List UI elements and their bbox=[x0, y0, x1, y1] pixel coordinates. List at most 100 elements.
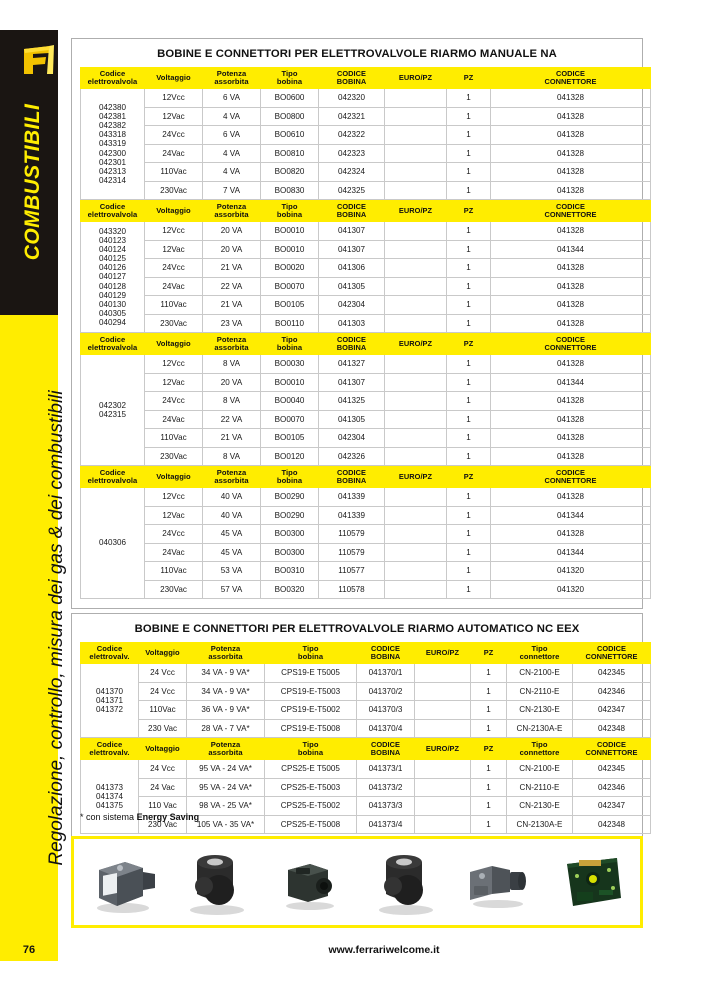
manual-tables-container: Codice elettrovalvola Voltaggio Potenza asso… bbox=[72, 67, 651, 608]
cell-codice_conn: 042346 bbox=[572, 777, 651, 797]
table-row: 24Vcc 8 VA BO0040 041325 1 041328 bbox=[81, 391, 651, 411]
cell-pz: 1 bbox=[446, 505, 491, 525]
cell-codice_bobina: 110579 bbox=[318, 542, 385, 562]
cell-codice_conn: 041328 bbox=[490, 180, 651, 200]
cell-potenza: 23 VA bbox=[202, 313, 261, 333]
table-row: 12Vac 40 VA BO0290 041339 1 041344 bbox=[81, 505, 651, 525]
cell-codice_conn: 042346 bbox=[572, 681, 651, 701]
table-row: 230 Vac 28 VA - 7 VA* CPS19-E-T5008 041370/… bbox=[81, 718, 651, 738]
cell-tipo: BO0310 bbox=[260, 561, 319, 581]
cell-voltaggio: 12Vac bbox=[144, 372, 203, 392]
footnote: * con sistema Energy Saving bbox=[80, 812, 199, 822]
cell-euro bbox=[384, 106, 447, 126]
cell-euro bbox=[414, 700, 471, 720]
cell-euro bbox=[384, 143, 447, 163]
cell-codice_conn: 041328 bbox=[490, 409, 651, 429]
cell-codice_conn: 041328 bbox=[490, 125, 651, 145]
cell-euro bbox=[384, 542, 447, 562]
cell-euro bbox=[384, 505, 447, 525]
cell-pz: 1 bbox=[470, 777, 507, 797]
cell-euro bbox=[414, 718, 471, 738]
cell-tipo: BO0830 bbox=[260, 180, 319, 200]
cell-tipo_conn: CN-2100-E bbox=[506, 663, 573, 683]
cell-tipo_conn: CN-2100-E bbox=[506, 759, 573, 779]
column-header: Voltaggio bbox=[138, 738, 187, 760]
cell-pz: 1 bbox=[446, 180, 491, 200]
cell-potenza: 28 VA - 7 VA* bbox=[186, 718, 265, 738]
cell-potenza: 20 VA bbox=[202, 239, 261, 259]
column-header: Tipo connettore bbox=[506, 642, 573, 664]
cell-voltaggio: 110Vac bbox=[144, 295, 203, 315]
column-header: PZ bbox=[470, 642, 507, 664]
cell-pz: 1 bbox=[446, 106, 491, 126]
cell-pz: 1 bbox=[470, 663, 507, 683]
cell-voltaggio: 110Vac bbox=[144, 162, 203, 182]
cell-codice_conn: 041344 bbox=[490, 505, 651, 525]
table-header-row: Codice elettrovalvola Voltaggio Potenza asso… bbox=[80, 466, 651, 488]
cell-codice_bobina: 042323 bbox=[318, 143, 385, 163]
cell-tipo_conn: CN-2110-E bbox=[506, 777, 573, 797]
cell-euro bbox=[384, 409, 447, 429]
cell-pz: 1 bbox=[470, 814, 507, 834]
data-table-block: Codice elettrovalv. Voltaggio Potenza assorb… bbox=[80, 738, 651, 834]
cell-euro bbox=[414, 681, 471, 701]
column-header: CODICE CONNETTORE bbox=[572, 738, 651, 760]
cell-potenza: 6 VA bbox=[202, 88, 261, 108]
cell-voltaggio: 24Vac bbox=[144, 276, 203, 296]
column-header: Tipo bobina bbox=[260, 466, 319, 488]
cell-codice_bobina: 110578 bbox=[318, 579, 385, 599]
table-row: 040306 12Vcc 40 VA BO0290 041339 1 041328 bbox=[80, 487, 651, 599]
ferrari-f-logo bbox=[24, 45, 54, 74]
cell-codice_conn: 042348 bbox=[572, 814, 651, 834]
cell-codice_conn: 041328 bbox=[490, 258, 651, 278]
column-header: Potenza assorbita bbox=[202, 200, 261, 222]
cell-pz: 1 bbox=[470, 759, 507, 779]
column-header: Tipo bobina bbox=[264, 738, 357, 760]
cell-voltaggio: 230 Vac bbox=[138, 718, 187, 738]
cell-potenza: 40 VA bbox=[202, 505, 261, 525]
column-header: PZ bbox=[470, 738, 507, 760]
cell-euro bbox=[384, 162, 447, 182]
table-row: 230Vac 23 VA BO0110 041303 1 041328 bbox=[81, 313, 651, 333]
column-header: Tipo bobina bbox=[260, 200, 319, 222]
cell-codice_conn: 041328 bbox=[490, 446, 651, 466]
cell-codice-elettrovalvola: 043320 040123 040124 040125 040126 04012… bbox=[80, 221, 145, 333]
cell-codice_bobina: 041370/2 bbox=[356, 681, 415, 701]
column-header: Potenza assorbita bbox=[202, 466, 261, 488]
table-header-row: Codice elettrovalvola Voltaggio Potenza asso… bbox=[80, 200, 651, 222]
sidebar-category-title: COMBUSTIBILI bbox=[21, 103, 44, 261]
data-table-block: Codice elettrovalvola Voltaggio Potenza asso… bbox=[80, 466, 651, 599]
cell-euro bbox=[384, 276, 447, 296]
column-header: Codice elettrovalv. bbox=[80, 738, 139, 760]
cell-tipo: CPS25-E-T5003 bbox=[264, 777, 357, 797]
cell-voltaggio: 12Vcc bbox=[144, 221, 203, 241]
cell-tipo: CPS25-E-T5002 bbox=[264, 796, 357, 816]
eex-tables-container: Codice elettrovalv. Voltaggio Potenza assorb… bbox=[72, 642, 651, 843]
cell-pz: 1 bbox=[446, 542, 491, 562]
cell-potenza: 4 VA bbox=[202, 162, 261, 182]
cell-codice_bobina: 042326 bbox=[318, 446, 385, 466]
connector-grey-round-photo bbox=[470, 866, 527, 908]
cell-pz: 1 bbox=[446, 88, 491, 108]
panel-eex-title: BOBINE E CONNETTORI PER ELETTROVALVOLE R… bbox=[134, 623, 580, 635]
column-header: CODICE CONNETTORE bbox=[490, 333, 651, 355]
cell-codice_conn: 041328 bbox=[490, 295, 651, 315]
cell-euro bbox=[384, 295, 447, 315]
cell-euro bbox=[414, 759, 471, 779]
cell-potenza: 8 VA bbox=[202, 354, 261, 374]
cell-voltaggio: 24 Vcc bbox=[138, 759, 187, 779]
cell-voltaggio: 110Vac bbox=[138, 700, 187, 720]
cell-potenza: 22 VA bbox=[202, 409, 261, 429]
data-table-block: Codice elettrovalvola Voltaggio Potenza asso… bbox=[80, 67, 651, 200]
cell-potenza: 45 VA bbox=[202, 524, 261, 544]
panel-manual-title: BOBINE E CONNETTORI PER ELETTROVALVOLE R… bbox=[157, 48, 557, 60]
cell-codice_conn: 041328 bbox=[490, 524, 651, 544]
cell-codice_bobina: 042321 bbox=[318, 106, 385, 126]
column-header: Codice elettrovalvola bbox=[80, 200, 145, 222]
column-header: PZ bbox=[446, 67, 491, 89]
cell-codice_conn: 041328 bbox=[490, 354, 651, 374]
cell-potenza: 22 VA bbox=[202, 276, 261, 296]
cell-pz: 1 bbox=[446, 524, 491, 544]
cell-euro bbox=[414, 814, 471, 834]
connector-din-grey-photo bbox=[97, 862, 156, 913]
